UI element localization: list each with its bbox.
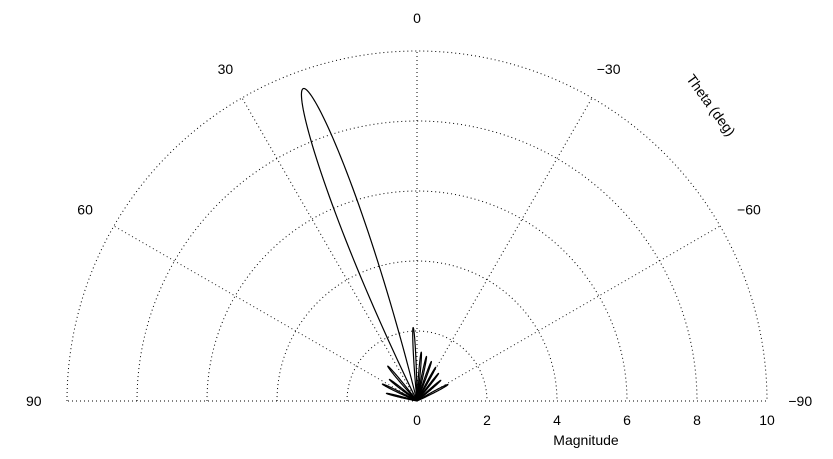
grid-ring	[66, 50, 768, 402]
magnitude-axis-label: Magnitude	[553, 432, 619, 448]
theta-tick-label: 30	[218, 61, 234, 77]
magnitude-tick-label: 10	[759, 412, 775, 428]
pattern-lobe	[388, 378, 418, 402]
theta-tick-label: 90	[26, 393, 42, 409]
magnitude-tick-label: 0	[413, 412, 421, 428]
magnitude-tick-label: 8	[693, 412, 701, 428]
grid-ring	[276, 260, 558, 402]
grid-spoke	[416, 225, 721, 402]
grid-spoke	[241, 97, 418, 402]
magnitude-tick-label: 4	[553, 412, 561, 428]
series-layer	[300, 87, 449, 402]
pattern-lobe	[300, 87, 418, 402]
pattern-lobe	[387, 365, 418, 402]
pattern-lobe	[416, 366, 437, 402]
pattern-lobe	[381, 383, 418, 402]
pattern-lobe	[385, 392, 418, 402]
magnitude-tick-label: 6	[623, 412, 631, 428]
tick-labels: 90 60 30 0 −30 −60 −90 0 2 4 6 8 10	[26, 10, 812, 428]
grid-spoke	[416, 97, 593, 402]
pattern-lobe	[416, 351, 423, 402]
polar-grid	[66, 50, 768, 402]
pattern-lobe	[416, 355, 428, 402]
pattern-lobe	[412, 326, 418, 402]
grid-ring	[346, 330, 488, 402]
theta-tick-label: −60	[737, 201, 761, 217]
magnitude-tick-label: 2	[483, 412, 491, 428]
theta-tick-label: −30	[597, 61, 621, 77]
pattern-lobe	[416, 360, 433, 402]
theta-tick-label: −90	[788, 393, 812, 409]
pattern-lobe	[416, 379, 442, 402]
grid-spoke	[113, 225, 418, 402]
pattern-lobe	[416, 372, 440, 402]
theta-tick-label: 60	[77, 201, 93, 217]
theta-tick-label: 0	[413, 10, 421, 26]
theta-axis-label: Theta (deg)	[683, 71, 738, 139]
pattern-lobe	[416, 383, 449, 402]
